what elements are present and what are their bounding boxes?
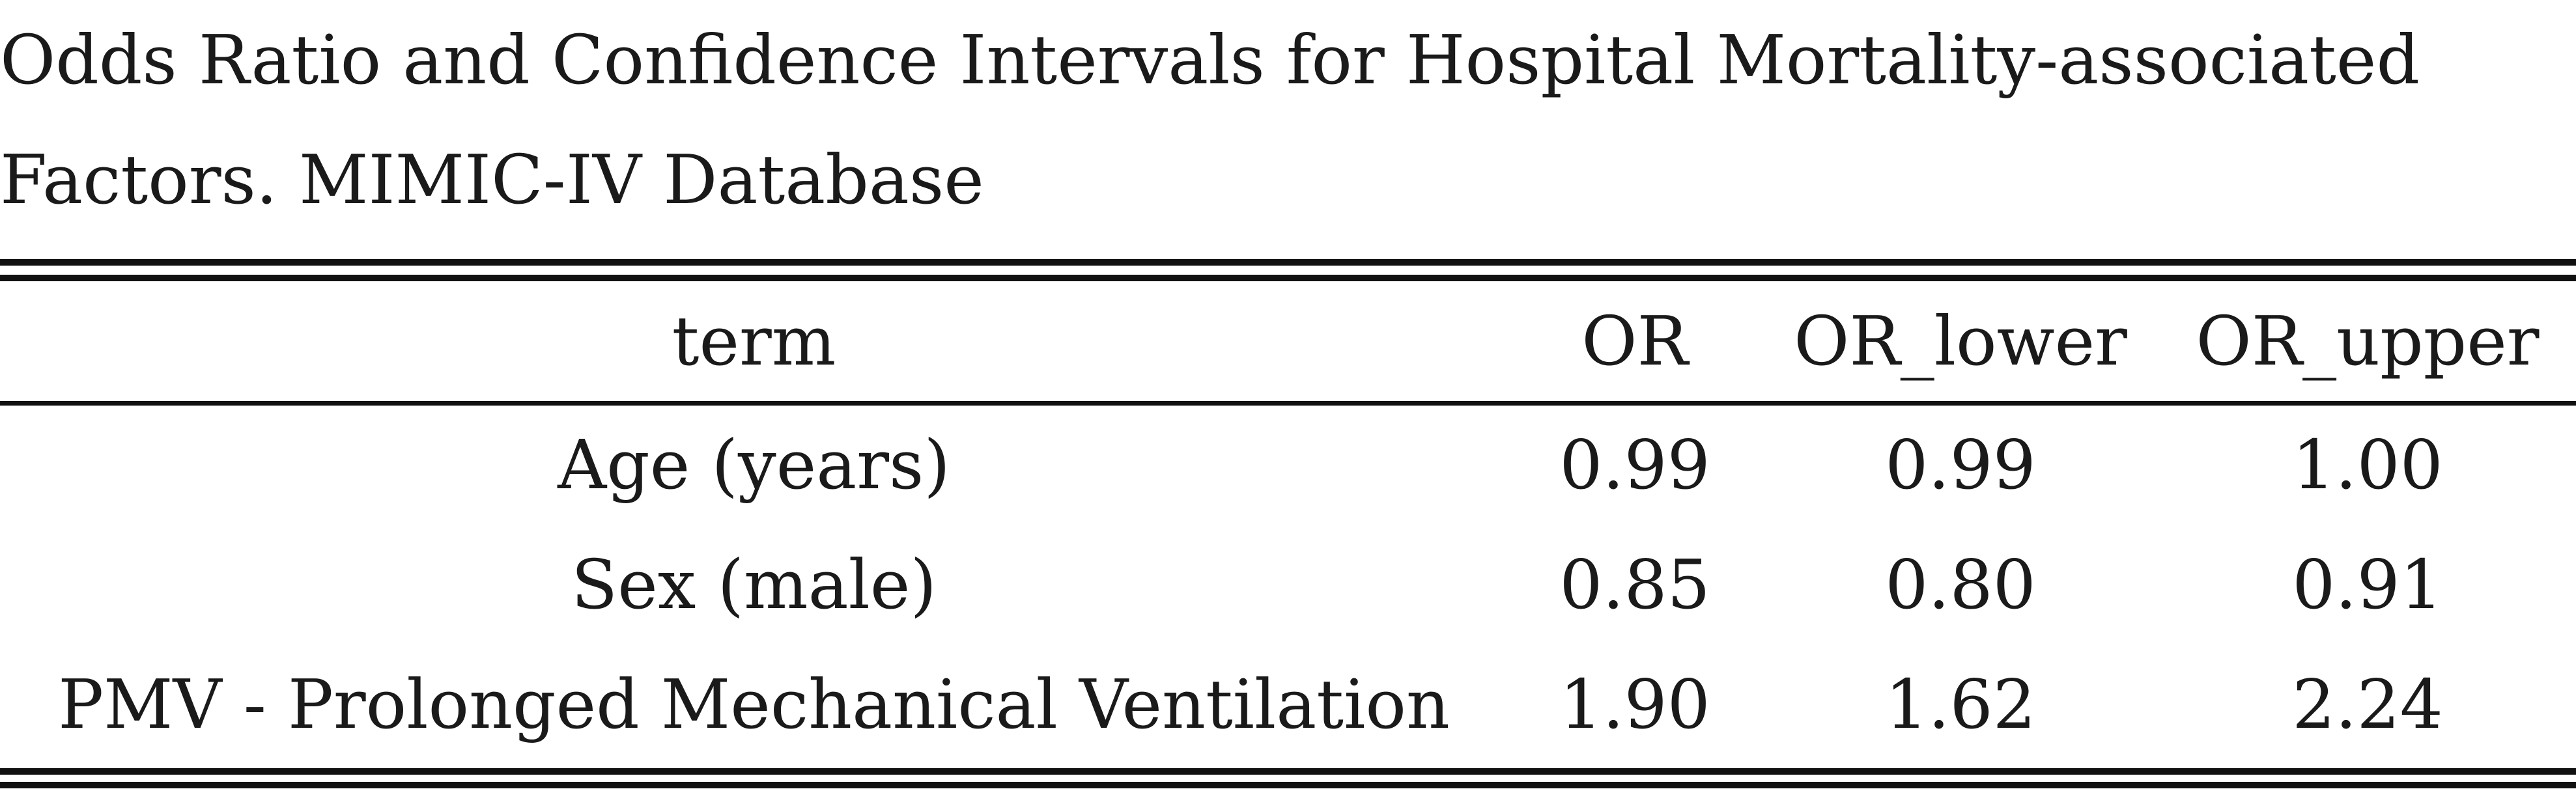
table-body: Age (years) 0.99 0.99 1.00 Sex (male) 0.…: [0, 401, 2576, 764]
cell-or-lower: 0.99: [1885, 425, 2036, 505]
cell-term: PMV - Prolonged Mechanical Ventilation: [58, 665, 1450, 744]
cell-term: Sex (male): [571, 545, 937, 624]
top-rule-inner: [0, 275, 2576, 281]
cell-or-upper: 2.24: [2292, 665, 2443, 744]
cell-or: 0.99: [1559, 425, 1710, 505]
table-caption: Odds Ratio and Confidence Intervals for …: [0, 20, 2420, 219]
table-row: PMV - Prolonged Mechanical Ventilation 1…: [0, 644, 2576, 764]
table-row: Age (years) 0.99 0.99 1.00: [0, 401, 2576, 525]
header-rule: [0, 401, 2576, 406]
top-rule-outer: [0, 259, 2576, 266]
cell-or-upper: 0.91: [2292, 545, 2443, 624]
header-row: term OR OR_lower OR_upper: [0, 281, 2576, 401]
bottom-rule-inner: [0, 768, 2576, 775]
cell-term: Age (years): [558, 425, 950, 505]
cell-or: 0.85: [1559, 545, 1710, 624]
header-or-upper: OR_upper: [2196, 301, 2540, 381]
table-row: Sex (male) 0.85 0.80 0.91: [0, 525, 2576, 644]
table-header: term OR OR_lower OR_upper: [0, 281, 2576, 401]
odds-ratio-table: term OR OR_lower OR_upper Age (years) 0.…: [0, 281, 2576, 764]
header-term: term: [672, 301, 836, 381]
cell-or-upper: 1.00: [2292, 425, 2443, 505]
bottom-rule-outer: [0, 782, 2576, 788]
cell-or-lower: 0.80: [1885, 545, 2036, 624]
cell-or-lower: 1.62: [1885, 665, 2036, 744]
header-or: OR: [1581, 301, 1688, 381]
cell-or: 1.90: [1559, 665, 1710, 744]
header-or-lower: OR_lower: [1794, 301, 2127, 381]
